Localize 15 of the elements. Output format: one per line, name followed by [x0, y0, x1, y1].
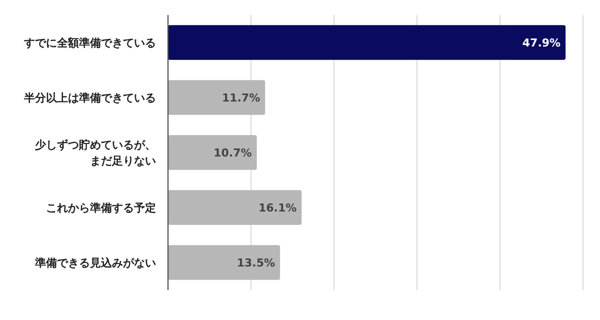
- bar: [168, 80, 266, 115]
- data-label: 13.5%: [236, 256, 276, 270]
- y-tick-label: すでに全額準備できている: [23, 36, 156, 50]
- bar: [168, 190, 302, 225]
- y-tick-label: 少しずつ貯めているが、まだ足りない: [34, 138, 156, 168]
- bar: [168, 245, 280, 280]
- y-tick-label: 準備できる見込みがない: [34, 256, 156, 270]
- data-label: 10.7%: [214, 146, 252, 160]
- y-tick-label: これから準備する予定: [46, 202, 156, 214]
- bar: [168, 25, 566, 60]
- data-label: 47.9%: [522, 36, 561, 50]
- data-label: 11.7%: [222, 92, 260, 104]
- data-label: 16.1%: [258, 202, 297, 214]
- bar: [168, 135, 257, 170]
- y-tick-label: 半分以上は準備できている: [23, 92, 156, 104]
